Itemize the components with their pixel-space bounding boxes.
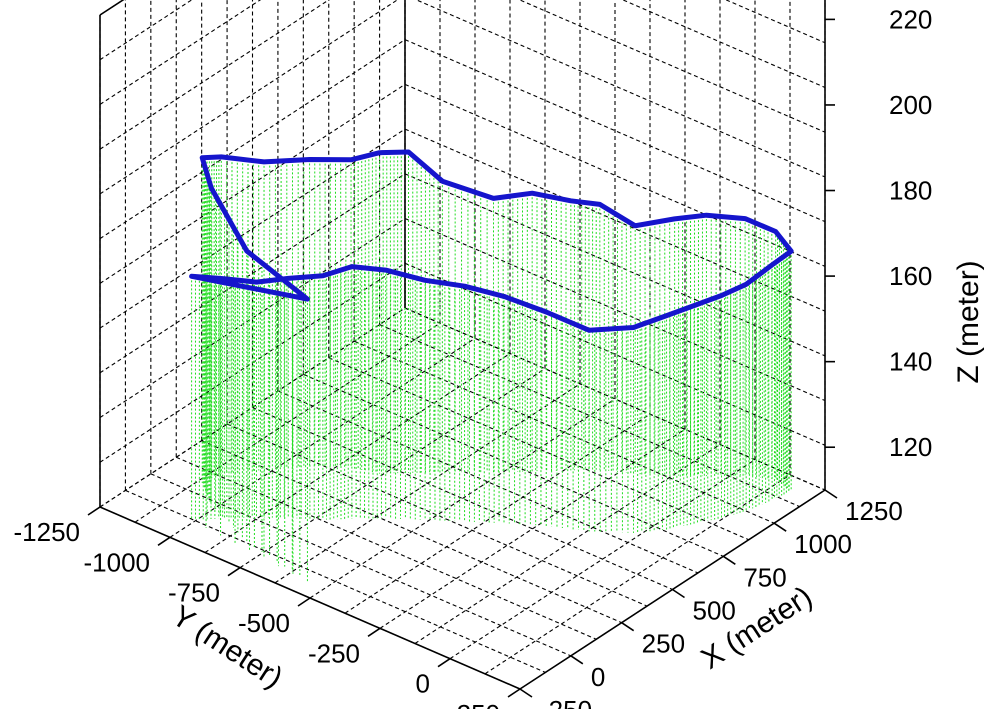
y-tick-mark xyxy=(437,658,451,668)
x-tick-label: 1000 xyxy=(794,529,852,559)
x-tick-label: 1250 xyxy=(845,496,903,526)
grid-line xyxy=(404,262,826,446)
z-axis-label: Z (meter) xyxy=(952,260,985,383)
grid-line xyxy=(226,423,648,607)
grid-line xyxy=(379,324,800,508)
x-tick-mark xyxy=(570,655,584,665)
y-tick-mark xyxy=(157,536,171,546)
x-tick-label: 0 xyxy=(591,662,605,692)
z-tick-label: 140 xyxy=(889,347,932,377)
y-tick-label: 250 xyxy=(457,699,500,709)
x-axis-label: X (meter) xyxy=(695,580,818,676)
x-tick-label: -250 xyxy=(540,695,592,709)
x-tick-mark xyxy=(824,489,838,499)
grid-line xyxy=(621,0,826,88)
x-tick-mark xyxy=(773,522,787,532)
grid-line xyxy=(344,413,651,614)
x-tick-mark xyxy=(672,588,685,599)
x-tick-label: 750 xyxy=(743,562,786,592)
grid-line xyxy=(134,322,441,523)
z-tick-label: 160 xyxy=(889,261,932,291)
z-tick-label: 120 xyxy=(889,432,932,462)
grid-line xyxy=(274,383,581,584)
y-tick-label: 0 xyxy=(416,669,430,699)
grid-line xyxy=(725,0,826,44)
z-tick-label: 220 xyxy=(889,4,932,34)
y-tick-label: -1000 xyxy=(84,547,151,577)
grid-line xyxy=(415,0,826,178)
boundary-curve xyxy=(189,149,794,333)
z-tick-label: 200 xyxy=(889,90,932,120)
x-tick-label: 500 xyxy=(693,596,736,626)
grid-line xyxy=(518,0,826,133)
grid-line xyxy=(99,0,399,195)
grid-line xyxy=(404,307,826,491)
x-tick-mark xyxy=(722,555,736,565)
grid-line xyxy=(303,373,724,557)
grid-line xyxy=(99,0,262,105)
y-tick-label: -500 xyxy=(238,608,290,638)
grid-line xyxy=(404,218,826,402)
x-tick-mark xyxy=(621,622,635,632)
grid-line xyxy=(99,128,406,329)
tick-layer: 120 140 160 180 200 220 -1250-1000 -750 -500 -250… xyxy=(14,4,933,709)
y-tick-label: -1250 xyxy=(14,517,81,547)
x-tick-label: 250 xyxy=(642,629,685,659)
y-tick-mark xyxy=(227,567,241,577)
drop-lines xyxy=(191,152,792,582)
y-tick-mark xyxy=(507,688,521,698)
grid-line xyxy=(99,0,330,150)
grid-line xyxy=(449,459,756,660)
grid-line xyxy=(404,39,826,223)
grid-line xyxy=(404,83,826,267)
y-tick-mark xyxy=(297,597,311,607)
grid-line xyxy=(99,39,406,240)
grid-line xyxy=(309,398,616,599)
grid-line xyxy=(484,474,791,675)
z-tick-label: 180 xyxy=(889,176,932,206)
y-tick-label: -250 xyxy=(308,638,360,668)
x-tick-mark xyxy=(519,688,533,698)
grid-line xyxy=(414,444,721,644)
grid-line xyxy=(404,173,826,357)
y-tick-mark xyxy=(367,627,381,637)
grid-line xyxy=(99,0,193,61)
grid-line xyxy=(169,337,476,538)
boundary-curve-layer xyxy=(189,149,794,333)
grid-line xyxy=(99,83,406,284)
grid-line xyxy=(379,428,686,629)
grid-line xyxy=(150,473,572,657)
y-tick-label: -750 xyxy=(168,578,220,608)
y-tick-mark xyxy=(87,506,101,516)
